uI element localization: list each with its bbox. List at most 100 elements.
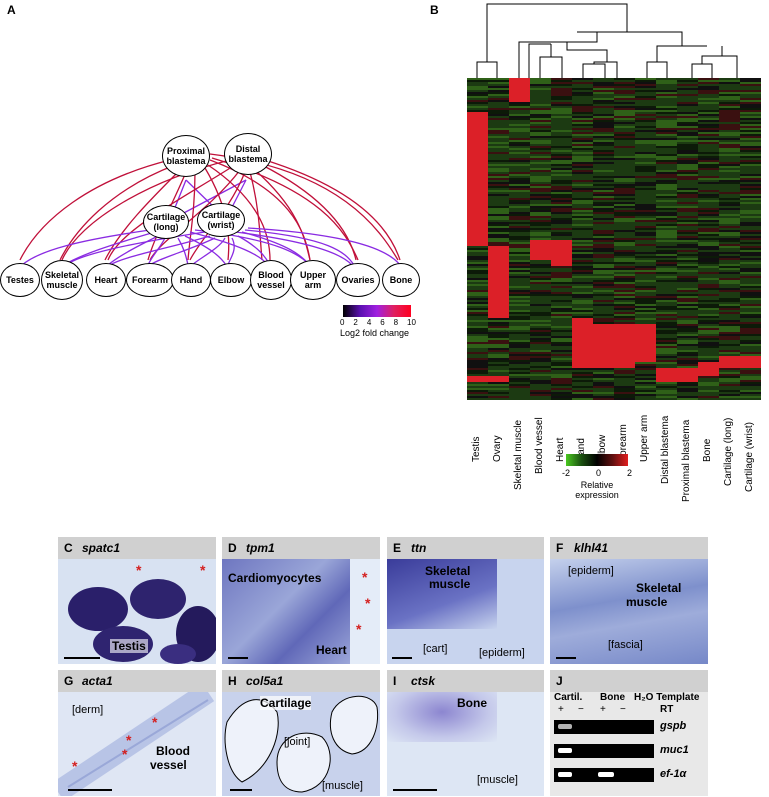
- heatmap-cell: [593, 258, 615, 260]
- heatmap-cell: [572, 346, 594, 348]
- heatmap-cell: [635, 148, 657, 150]
- heatmap-cell: [698, 352, 720, 354]
- heatmap-cell: [551, 302, 573, 304]
- heatmap-cell: [572, 122, 594, 124]
- heatmap-cell: [635, 366, 657, 368]
- heatmap-cell: [719, 300, 741, 302]
- heatmap-cell: [551, 90, 573, 92]
- heatmap-cell: [719, 278, 741, 280]
- heatmap-cell: [677, 130, 699, 132]
- heatmap-cell: [635, 154, 657, 156]
- heatmap-cell: [635, 276, 657, 278]
- heatmap-cell: [530, 196, 552, 198]
- heatmap-cell: [656, 360, 678, 362]
- heatmap-cell: [467, 388, 489, 390]
- heatmap-cell: [677, 392, 699, 394]
- heatmap-cell: [593, 154, 615, 156]
- heatmap-cell: [551, 254, 573, 256]
- heatmap-cell: [509, 282, 531, 284]
- heatmap-cell: [593, 358, 615, 360]
- heatmap-cell: [719, 384, 741, 386]
- heatmap-cell: [677, 360, 699, 362]
- heatmap-cell: [656, 276, 678, 278]
- heatmap-cell: [530, 208, 552, 210]
- heatmap-cell: [551, 148, 573, 150]
- heatmap-cell: [467, 236, 489, 238]
- heatmap-cell: [488, 234, 510, 236]
- heatmap-cell: [635, 252, 657, 254]
- heatmap-cell: [614, 198, 636, 200]
- heatmap-cell: [488, 396, 510, 398]
- heatmap-cell: [551, 134, 573, 136]
- heatmap-cell: [530, 86, 552, 88]
- heatmap-cell: [488, 388, 510, 390]
- heatmap-cell: [572, 156, 594, 158]
- heatmap-cell: [467, 312, 489, 314]
- tile-image-g: [derm] Blood vessel * * * *: [58, 692, 216, 796]
- heatmap-cell: [530, 354, 552, 356]
- heatmap-cell: [572, 358, 594, 360]
- heatmap-cell: [635, 376, 657, 378]
- heatmap-cell: [530, 100, 552, 102]
- heatmap-cell: [719, 270, 741, 272]
- heatmap-cell: [488, 144, 510, 146]
- heatmap-cell: [467, 226, 489, 228]
- heatmap-cell: [656, 264, 678, 266]
- heatmap-cell: [656, 224, 678, 226]
- heatmap-cell: [614, 196, 636, 198]
- heatmap-cell: [677, 342, 699, 344]
- heatmap-cell: [635, 136, 657, 138]
- heatmap-cell: [677, 156, 699, 158]
- heatmap-cell: [488, 184, 510, 186]
- heatmap-cell: [719, 334, 741, 336]
- heatmap-cell: [614, 386, 636, 388]
- heatmap-cell: [656, 238, 678, 240]
- heatmap-cell: [509, 344, 531, 346]
- heatmap-cell: [677, 98, 699, 100]
- heatmap-cell: [740, 130, 761, 132]
- heatmap-cell: [635, 362, 657, 364]
- heatmap-cell: [719, 84, 741, 86]
- heatmap-cell: [740, 160, 761, 162]
- heatmap-cell: [509, 308, 531, 310]
- heatmap-cell: [677, 372, 699, 374]
- heatmap-cell: [698, 360, 720, 362]
- heatmap-cell: [740, 178, 761, 180]
- label-muscle: muscle: [626, 595, 668, 609]
- heatmap-cell: [593, 268, 615, 270]
- heatmap-cell: [719, 350, 741, 352]
- heatmap-cell: [614, 342, 636, 344]
- heatmap-cell: [740, 104, 761, 106]
- heatmap-cell: [593, 148, 615, 150]
- heatmap-cell: [509, 132, 531, 134]
- heatmap-cell: [551, 270, 573, 272]
- heatmap-cell: [467, 198, 489, 200]
- heatmap-cell: [488, 230, 510, 232]
- heatmap-cell: [467, 266, 489, 268]
- heatmap-cell: [530, 134, 552, 136]
- heatmap-cell: [740, 376, 761, 378]
- heatmap-cell: [551, 100, 573, 102]
- heatmap-cell: [509, 222, 531, 224]
- heatmap-cell: [551, 122, 573, 124]
- heatmap-cell: [593, 388, 615, 390]
- heatmap-cell: [467, 104, 489, 106]
- heatmap-cell: [530, 248, 552, 250]
- heatmap-cell: [677, 260, 699, 262]
- heatmap-cell: [551, 336, 573, 338]
- heatmap-cell: [509, 200, 531, 202]
- heatmap-cell: [488, 152, 510, 154]
- heatmap-cell: [698, 392, 720, 394]
- heatmap-cell: [488, 176, 510, 178]
- heatmap-cell: [698, 280, 720, 282]
- rt-minus: −: [578, 704, 584, 715]
- heatmap-cell: [635, 118, 657, 120]
- label-heart: Heart: [316, 643, 347, 657]
- node-bone: Bone: [382, 263, 420, 297]
- heatmap-cell: [593, 194, 615, 196]
- heatmap-cell: [467, 372, 489, 374]
- heatmap-cell: [572, 262, 594, 264]
- heatmap-cell: [530, 292, 552, 294]
- heatmap-cell: [509, 232, 531, 234]
- heatmap-cell: [467, 360, 489, 362]
